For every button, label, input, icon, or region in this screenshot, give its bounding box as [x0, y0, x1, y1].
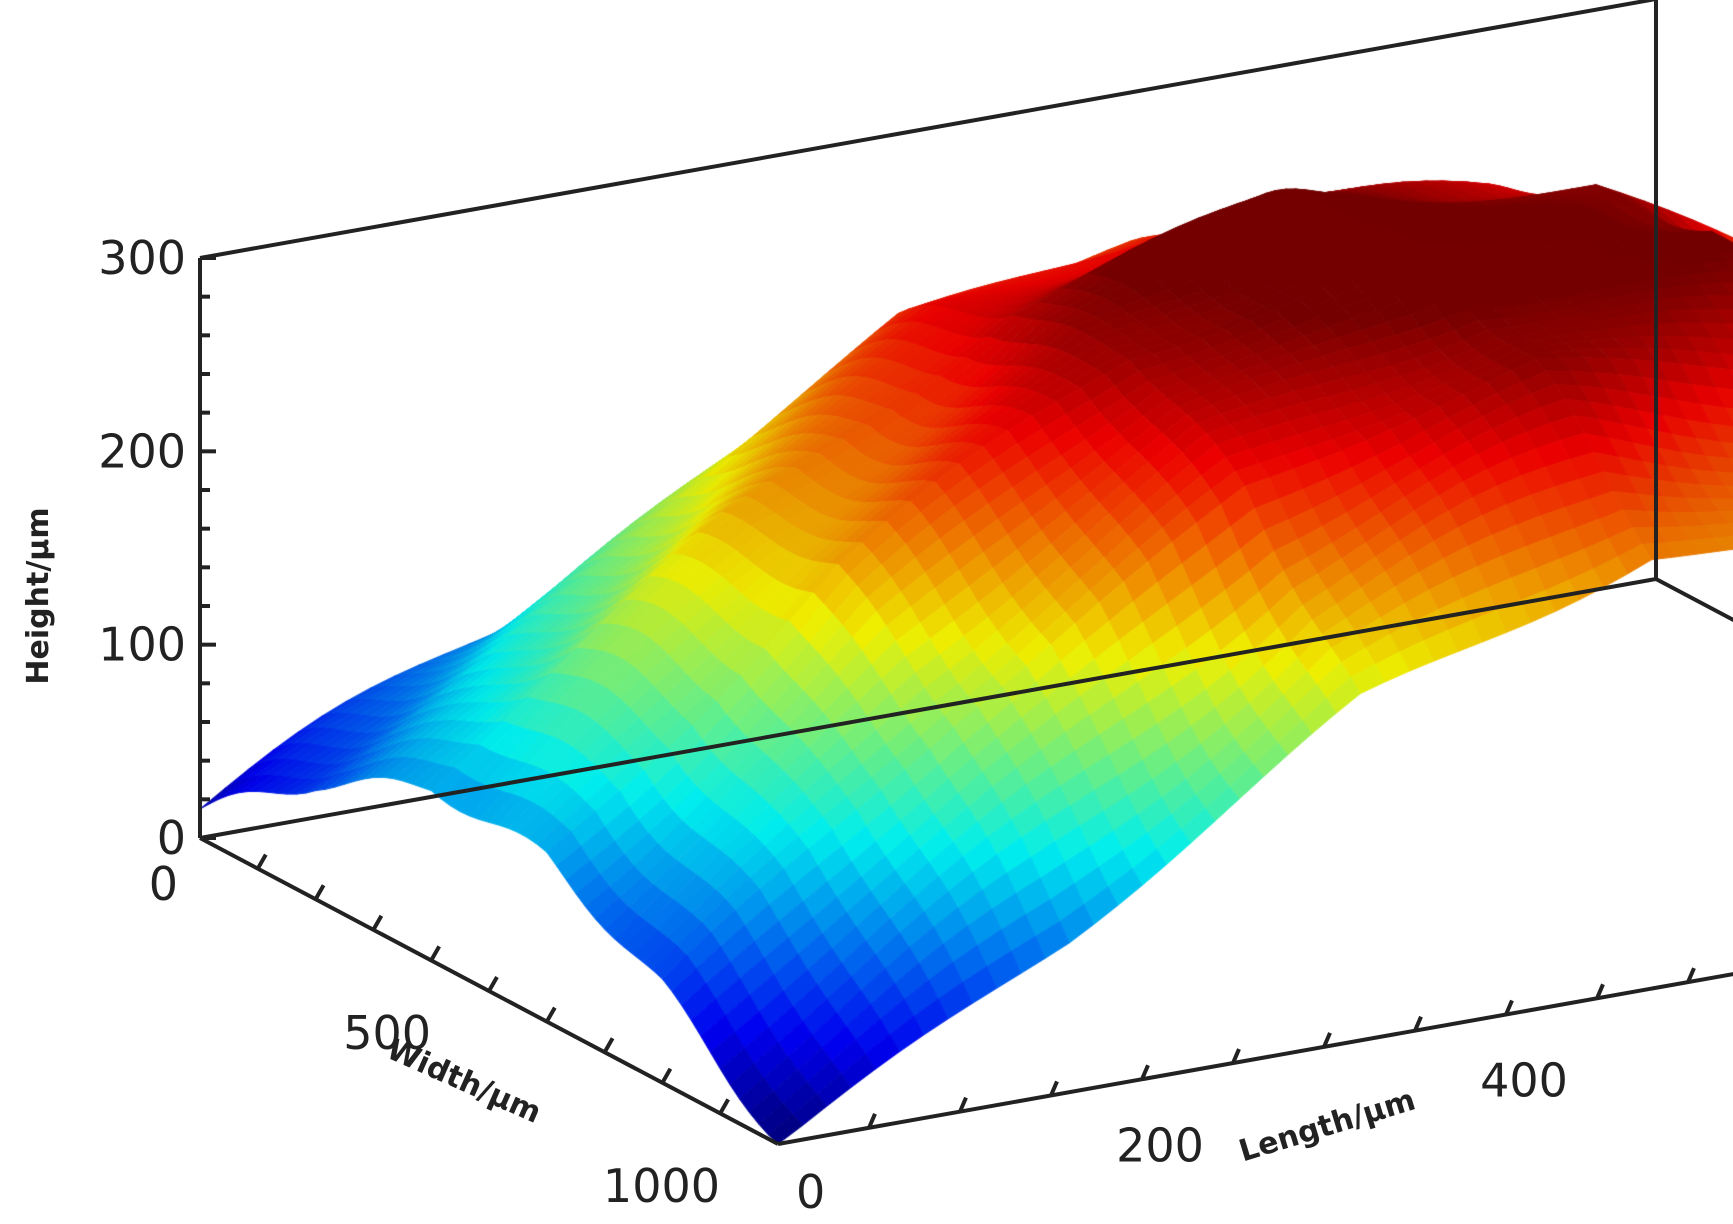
- axes-frame-back: [198, 0, 1733, 840]
- x-tick: [1140, 1064, 1150, 1081]
- x-tick: [867, 1113, 877, 1129]
- y-tick: [313, 884, 326, 901]
- y-tick: [602, 1037, 615, 1054]
- x-tick-label: 400: [1480, 1054, 1568, 1108]
- z-tick-label: 300: [98, 231, 186, 285]
- x-tick: [1686, 967, 1696, 983]
- y-axis-title: Width/μm: [381, 1032, 546, 1131]
- x-tick: [1595, 983, 1605, 1000]
- x-tick: [1322, 1032, 1332, 1048]
- y-tick: [718, 1098, 730, 1115]
- y-tick: [256, 853, 268, 870]
- floor-side-edge: [1655, 577, 1733, 623]
- z-tick-label: 100: [98, 618, 186, 672]
- x-axis-title: Length/μm: [1235, 1083, 1420, 1170]
- z-tick-label: 200: [98, 424, 186, 478]
- back-top-edge: [199, 0, 1657, 260]
- y-tick: [429, 945, 441, 962]
- y-tick: [487, 976, 499, 992]
- y-tick-label: 0: [149, 857, 178, 911]
- y-tick-label: 1000: [603, 1159, 720, 1213]
- x-tick: [958, 1096, 968, 1113]
- x-tick: [1049, 1080, 1059, 1097]
- y-tick: [660, 1067, 673, 1084]
- axis-ticks: [200, 256, 1696, 1129]
- back-floor-edge: [199, 577, 1657, 840]
- y-tick: [545, 1006, 557, 1023]
- z-tick-label: 0: [157, 811, 186, 865]
- y-tick: [371, 914, 384, 931]
- z-axis-title: Height/μm: [21, 507, 56, 684]
- x-tick: [1504, 999, 1514, 1016]
- axis-tick-labels: 0100200300050010000200400600800: [98, 231, 1568, 1219]
- x-tick: [1231, 1048, 1241, 1064]
- x-tick-label: 200: [1116, 1118, 1204, 1172]
- x-tick-label: 0: [796, 1165, 825, 1219]
- length-axis-line: [777, 972, 1733, 1146]
- x-tick: [1413, 1015, 1423, 1032]
- y-tick-label: 500: [343, 1006, 431, 1060]
